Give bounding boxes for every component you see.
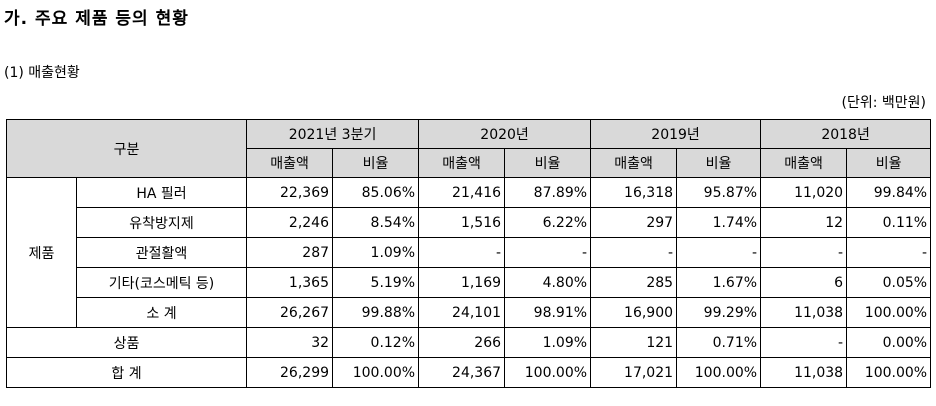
sales-cell: 12: [760, 207, 848, 238]
sales-cell: 297: [590, 207, 678, 238]
header-period-2021q3: 2021년 3분기: [246, 119, 420, 149]
sales-cell: 1,169: [418, 267, 506, 298]
row-label: HA 필러: [75, 177, 248, 208]
sales-cell: -: [760, 327, 848, 358]
ratio-cell: 0.71%: [676, 327, 762, 358]
ratio-cell: 1.67%: [676, 267, 762, 298]
unit-note: (단위: 백만원): [841, 95, 927, 111]
header-ratio: 비율: [846, 148, 932, 178]
sales-cell: 16,900: [590, 297, 678, 328]
header-ratio: 비율: [676, 148, 762, 178]
table-body: 제품 HA 필러 22,369 85.06% 21,416 87.89% 16,318 95.…: [5, 177, 932, 388]
table-row: 소 계 26,267 99.88% 24,101 98.91% 16,900 99.29% 1…: [7, 297, 932, 328]
row-label-merchandise: 상품: [5, 327, 248, 358]
sales-cell: -: [590, 237, 678, 268]
row-label: 기타(코스메틱 등): [75, 267, 248, 298]
table-row: 상품 32 0.12% 266 1.09% 121 0.71% -0.00%: [5, 327, 932, 358]
ratio-cell: 1.74%: [676, 207, 762, 238]
ratio-cell: 0.00%: [846, 327, 932, 358]
sales-cell: -: [418, 237, 506, 268]
sales-cell: 11,038: [760, 297, 848, 328]
header-sales: 매출액: [246, 148, 334, 178]
group-label-products: 제품: [6, 177, 77, 328]
sales-cell: 22,369: [246, 177, 334, 208]
sales-cell: 121: [590, 327, 678, 358]
ratio-cell: 100.00%: [504, 357, 592, 388]
ratio-cell: -: [504, 237, 592, 268]
header-row-periods: 구분 2021년 3분기 2020년 2019년 2018년: [5, 119, 932, 178]
table-row: 기타(코스메틱 등) 1,365 5.19% 1,169 4.80% 285 1.67% 6 0…: [7, 267, 932, 298]
sales-cell: 287: [246, 237, 334, 268]
ratio-cell: 99.88%: [332, 297, 420, 328]
sales-cell: 1,516: [418, 207, 506, 238]
ratio-cell: 5.19%: [332, 267, 420, 298]
ratio-cell: 85.06%: [332, 177, 420, 208]
header-period-2020: 2020년: [418, 119, 592, 149]
header-ratio: 비율: [504, 148, 592, 178]
ratio-cell: 100.00%: [332, 357, 420, 388]
row-label-total: 합 계: [5, 357, 248, 388]
table-row: 제품 HA 필러 22,369 85.06% 21,416 87.89% 16,318 95.…: [6, 177, 932, 328]
sales-cell: -: [760, 237, 848, 268]
sales-cell: 21,416: [418, 177, 506, 208]
ratio-cell: 6.22%: [504, 207, 592, 238]
sales-cell: 266: [418, 327, 506, 358]
header-row-metrics: 매출액 비율 매출액 비율 매출액 비율 매출액 비율: [7, 148, 932, 178]
ratio-cell: -: [676, 237, 762, 268]
table-row: 유착방지제 2,246 8.54% 1,516 6.22% 297 1.74% 12 0.11%: [7, 207, 932, 238]
ratio-cell: 100.00%: [846, 357, 932, 388]
sales-cell: 2,246: [246, 207, 334, 238]
sales-table: 구분 2021년 3분기 2020년 2019년 2018년 매출액 비율 매출…: [5, 119, 932, 388]
header-sales: 매출액: [418, 148, 506, 178]
header-sales: 매출액: [590, 148, 678, 178]
row-label: 소 계: [75, 297, 248, 328]
ratio-cell: 87.89%: [504, 177, 592, 208]
header-sales: 매출액: [760, 148, 848, 178]
sales-cell: 6: [760, 267, 848, 298]
sales-cell: 285: [590, 267, 678, 298]
sales-cell: 24,367: [418, 357, 506, 388]
ratio-cell: 0.11%: [846, 207, 932, 238]
ratio-cell: 8.54%: [332, 207, 420, 238]
ratio-cell: 99.29%: [676, 297, 762, 328]
header-period-2019: 2019년: [590, 119, 762, 149]
subsection-title: (1) 매출현황: [4, 65, 80, 81]
ratio-cell: 100.00%: [676, 357, 762, 388]
ratio-cell: 1.09%: [504, 327, 592, 358]
table-row: 합 계 26,299 100.00% 24,367 100.00% 17,021 100.0…: [5, 357, 932, 388]
ratio-cell: 100.00%: [846, 297, 932, 328]
ratio-cell: 4.80%: [504, 267, 592, 298]
table-row: 관절활액 287 1.09% - - - - - -: [7, 237, 932, 268]
header-period-2018: 2018년: [760, 119, 932, 149]
sales-cell: 16,318: [590, 177, 678, 208]
sales-cell: 1,365: [246, 267, 334, 298]
ratio-cell: 99.84%: [846, 177, 932, 208]
section-title: 가. 주요 제품 등의 현황: [4, 9, 189, 29]
sales-cell: 11,020: [760, 177, 848, 208]
header-ratio: 비율: [332, 148, 420, 178]
ratio-cell: 98.91%: [504, 297, 592, 328]
ratio-cell: 0.05%: [846, 267, 932, 298]
sales-cell: 17,021: [590, 357, 678, 388]
ratio-cell: 95.87%: [676, 177, 762, 208]
sales-cell: 11,038: [760, 357, 848, 388]
row-label: 유착방지제: [75, 207, 248, 238]
sales-cell: 26,299: [246, 357, 334, 388]
sales-cell: 24,101: [418, 297, 506, 328]
sales-cell: 26,267: [246, 297, 334, 328]
ratio-cell: -: [846, 237, 932, 268]
ratio-cell: 0.12%: [332, 327, 420, 358]
sales-cell: 32: [246, 327, 334, 358]
ratio-cell: 1.09%: [332, 237, 420, 268]
row-label: 관절활액: [75, 237, 248, 268]
header-category: 구분: [5, 119, 248, 178]
